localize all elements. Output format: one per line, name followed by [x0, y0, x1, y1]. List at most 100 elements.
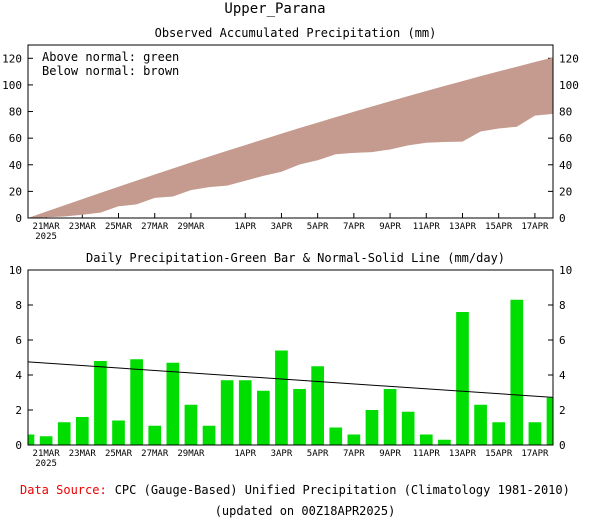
accum-ytick-label-left: 20: [9, 185, 22, 198]
daily-ytick-label-left: 10: [9, 264, 22, 277]
data-source-text: CPC (Gauge-Based) Unified Precipitation …: [115, 483, 570, 497]
update-note: (updated on 00Z18APR2025): [215, 504, 396, 518]
daily-xtick-label: 23MAR: [69, 449, 97, 459]
accum-xtick-label: 15APR: [485, 222, 513, 232]
daily-precip-bar: [510, 299, 524, 445]
accum-ytick-label-right: 0: [559, 212, 566, 225]
daily-ytick-label-right: 6: [559, 334, 566, 347]
daily-ytick-label-left: 0: [15, 439, 22, 452]
data-source-line: Data Source: CPC (Gauge-Based) Unified Pr…: [20, 483, 570, 497]
accumulated-precipitation-chart: Observed Accumulated Precipitation (mm) 0…: [2, 26, 579, 242]
accum-xtick-label: 17APR: [521, 222, 549, 232]
daily-xtick-label: 9APR: [379, 449, 401, 459]
daily-precip-bar: [28, 434, 35, 445]
daily-precip-bar: [438, 439, 451, 445]
daily-xtick-label: 27MAR: [141, 449, 169, 459]
accum-xtick-label: 23MAR: [69, 222, 97, 232]
daily-precip-bar: [39, 436, 53, 445]
daily-xtick-label: 7APR: [343, 449, 365, 459]
daily-ytick-label-right: 8: [559, 299, 566, 312]
accum-ytick-label-left: 60: [9, 132, 22, 145]
figure-title: Upper_Parana: [224, 1, 325, 17]
daily-xtick-label: 13APR: [449, 449, 477, 459]
daily-precip-bar: [474, 404, 487, 445]
accum-xtick-label: 7APR: [343, 222, 365, 232]
daily-precip-bar: [75, 417, 89, 445]
daily-precip-bar: [184, 404, 198, 445]
daily-xtick-label: 25MAR: [105, 449, 133, 459]
daily-precip-bar: [220, 380, 234, 445]
accum-xtick-label: 5APR: [307, 222, 329, 232]
accum-year-label: 2025: [35, 232, 57, 242]
daily-xtick-label: 17APR: [521, 449, 549, 459]
daily-xtick-label: 21MAR: [33, 449, 61, 459]
daily-year-label: 2025: [35, 459, 57, 469]
accum-ytick-label-right: 80: [559, 106, 572, 119]
daily-precip-bar: [546, 397, 553, 445]
daily-ytick-label-right: 0: [559, 439, 566, 452]
daily-precip-bar: [329, 427, 343, 445]
accum-ytick-label-left: 120: [2, 52, 22, 65]
daily-precipitation-chart: Daily Precipitation-Green Bar & Normal-S…: [9, 251, 573, 469]
normal-line: [27, 361, 554, 398]
daily-xtick-label: 5APR: [307, 449, 329, 459]
accum-ytick-label-right: 40: [559, 159, 572, 172]
daily-ytick-label-left: 6: [15, 334, 22, 347]
accum-xtick-label: 21MAR: [33, 222, 61, 232]
accum-ytick-label-right: 60: [559, 132, 572, 145]
daily-precip-bar: [419, 434, 433, 445]
accum-xtick-label: 29MAR: [177, 222, 205, 232]
daily-ytick-label-right: 10: [559, 264, 572, 277]
daily-precip-bar: [383, 389, 397, 445]
daily-precip-bar: [456, 312, 469, 445]
legend-below-normal: Below normal: brown: [42, 64, 179, 78]
accum-plot-frame: [27, 44, 554, 219]
daily-precip-bar: [365, 410, 379, 445]
accum-xtick-label: 25MAR: [105, 222, 133, 232]
daily-ytick-label-left: 4: [15, 369, 22, 382]
daily-ytick-label-right: 4: [559, 369, 566, 382]
daily-precip-bar: [311, 366, 324, 445]
accum-xtick-label: 1APR: [234, 222, 256, 232]
accum-xtick-label: 9APR: [379, 222, 401, 232]
daily-precip-bar: [238, 380, 252, 445]
daily-xtick-label: 29MAR: [177, 449, 205, 459]
daily-xtick-label: 1APR: [234, 449, 256, 459]
legend-above-normal: Above normal: green: [42, 50, 179, 64]
daily-precip-bar: [148, 425, 162, 445]
below-normal-area: [28, 57, 553, 218]
accum-ytick-label-left: 100: [2, 79, 22, 92]
data-source-label: Data Source:: [20, 483, 107, 497]
accum-ytick-label-right: 20: [559, 185, 572, 198]
daily-xtick-label: 15APR: [485, 449, 513, 459]
daily-precip-bar: [257, 390, 270, 445]
accum-ytick-label-right: 120: [559, 52, 579, 65]
daily-precip-bar: [275, 350, 288, 445]
daily-precip-bar: [293, 389, 306, 445]
daily-precip-bar: [94, 361, 107, 445]
daily-title: Daily Precipitation-Green Bar & Normal-S…: [86, 251, 505, 265]
daily-xtick-label: 3APR: [271, 449, 293, 459]
accum-xtick-label: 13APR: [449, 222, 477, 232]
accum-ytick-label-left: 80: [9, 106, 22, 119]
accum-title: Observed Accumulated Precipitation (mm): [155, 26, 437, 40]
daily-precip-bar: [166, 362, 180, 445]
daily-ytick-label-left: 2: [15, 404, 22, 417]
daily-precip-bar: [112, 420, 125, 445]
daily-precip-bar: [528, 422, 542, 445]
accum-xtick-label: 3APR: [271, 222, 293, 232]
daily-precip-bar: [130, 359, 143, 445]
daily-precip-bar: [202, 425, 216, 445]
accum-xtick-label: 27MAR: [141, 222, 169, 232]
daily-precip-bar: [347, 434, 361, 445]
daily-xtick-label: 11APR: [413, 449, 441, 459]
daily-precip-bar: [492, 422, 506, 445]
daily-precip-bar: [401, 411, 415, 445]
accum-ytick-label-left: 40: [9, 159, 22, 172]
daily-ytick-label-right: 2: [559, 404, 566, 417]
daily-plot-frame: [27, 269, 554, 446]
accum-ytick-label-right: 100: [559, 79, 579, 92]
accum-ytick-label-left: 0: [15, 212, 22, 225]
daily-precip-bar: [57, 422, 71, 445]
